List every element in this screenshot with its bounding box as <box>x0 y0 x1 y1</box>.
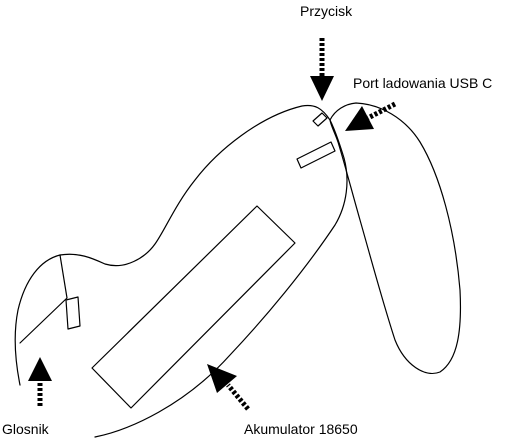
device-body-outline <box>14 104 348 438</box>
battery-arrow <box>207 364 250 411</box>
usb-port-slot <box>296 141 336 169</box>
speaker-divider-bottom <box>19 297 68 344</box>
device-cap-outline <box>329 102 462 374</box>
speaker-grille <box>65 296 81 330</box>
button-shape <box>312 112 328 127</box>
battery-outline <box>91 205 296 409</box>
speaker-arrow <box>28 357 52 406</box>
speaker-divider-top <box>59 254 68 299</box>
speaker-label: Glosnik <box>2 421 50 437</box>
usb-port-label: Port ladowania USB C <box>353 75 492 91</box>
battery-label: Akumulator 18650 <box>244 421 358 437</box>
button-label: Przycisk <box>300 3 353 19</box>
button-arrow <box>310 38 334 101</box>
usb-port-arrow <box>345 101 397 131</box>
